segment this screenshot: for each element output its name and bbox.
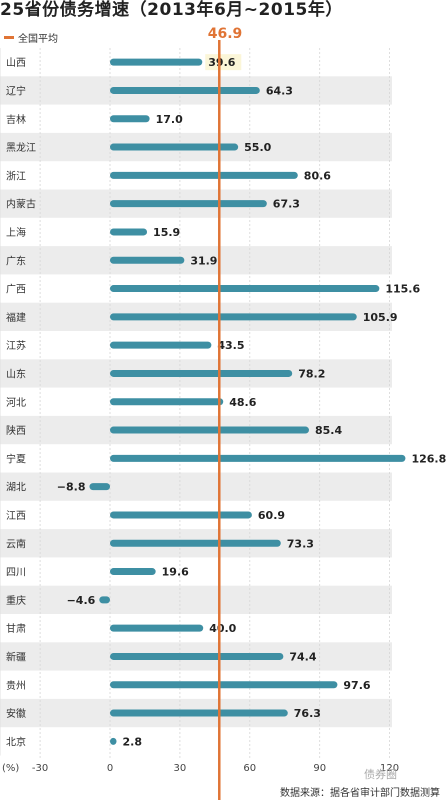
x-tick-label: 120 (380, 763, 399, 774)
value-label: 17.0 (156, 113, 183, 126)
category-label: 广东 (6, 254, 26, 267)
x-tick-label: 90 (313, 763, 326, 774)
category-label: 山西 (6, 57, 26, 69)
row-stripe (0, 585, 392, 614)
value-label: 31.9 (190, 254, 217, 267)
bar (110, 313, 357, 321)
category-label: 宁夏 (6, 452, 26, 465)
bar (110, 709, 288, 717)
category-label: 辽宁 (6, 84, 26, 97)
value-label: 2.8 (123, 735, 143, 748)
value-label: 126.8 (411, 452, 446, 465)
axis-unit-label: (%) (2, 763, 19, 774)
bar (110, 341, 212, 349)
category-label: 云南 (6, 537, 26, 550)
average-value-label: 46.9 (207, 26, 243, 42)
value-label: 85.4 (315, 424, 342, 437)
bar (110, 171, 298, 179)
category-label: 河北 (6, 397, 26, 409)
category-label: 吉林 (6, 113, 26, 126)
category-label: 浙江 (6, 170, 26, 182)
value-label: 60.9 (258, 509, 285, 522)
value-label: 97.6 (343, 679, 370, 692)
value-label: 55.0 (244, 141, 271, 154)
value-label: 15.9 (153, 226, 180, 239)
value-label: 48.6 (229, 396, 256, 409)
bar (110, 86, 260, 94)
value-label: −8.8 (57, 481, 86, 494)
category-label: 四川 (6, 568, 26, 579)
bar (110, 285, 380, 293)
bar (110, 737, 117, 745)
value-label: 76.3 (294, 707, 321, 720)
category-label: 内蒙古 (6, 198, 36, 211)
bar (110, 652, 284, 660)
category-label: 福建 (6, 311, 26, 324)
value-label: 105.9 (363, 311, 398, 324)
category-label: 重庆 (6, 594, 26, 607)
category-label: 上海 (6, 226, 26, 239)
value-label: −4.6 (67, 594, 96, 607)
x-tick-label: -30 (32, 763, 48, 774)
category-label: 山东 (6, 367, 26, 380)
category-label: 北京 (6, 735, 26, 748)
bar (110, 369, 293, 377)
x-tick-label: 0 (107, 763, 113, 774)
bar (110, 454, 406, 462)
value-label: 115.6 (385, 283, 420, 296)
legend: 全国平均 (4, 30, 58, 45)
value-label: 39.6 (208, 56, 235, 69)
bar (110, 568, 156, 576)
category-label: 安徽 (6, 707, 26, 720)
watermark-text: 债券圈 (364, 768, 397, 781)
legend-swatch (4, 35, 14, 39)
category-label: 黑龙江 (6, 141, 36, 154)
category-label: 甘肃 (6, 622, 26, 635)
data-source-note: 数据来源：据各省审计部门数据测算 (280, 788, 440, 799)
bar (110, 58, 203, 66)
category-label: 湖北 (6, 482, 26, 494)
value-label: 78.2 (298, 367, 325, 380)
category-label: 广西 (6, 284, 26, 296)
bar (110, 539, 281, 547)
row-stripe (0, 246, 392, 275)
category-label: 新疆 (6, 650, 26, 663)
bar (110, 115, 150, 123)
bar (110, 511, 252, 519)
bar (110, 398, 224, 406)
legend-label: 全国平均 (18, 33, 58, 45)
x-tick-label: 30 (174, 763, 187, 774)
bar (110, 228, 148, 236)
category-label: 江西 (6, 510, 26, 522)
value-label: 40.0 (209, 622, 236, 635)
bar (99, 596, 110, 604)
value-label: 73.3 (287, 537, 314, 550)
bar (110, 256, 185, 264)
bar (110, 624, 204, 632)
x-tick-label: 60 (243, 763, 256, 774)
chart-title: 25省份债务增速（2013年6月~2015年） (0, 0, 343, 20)
value-label: 64.3 (266, 84, 293, 97)
value-label-highlight (205, 54, 242, 71)
bar (110, 681, 338, 689)
value-label: 43.5 (217, 339, 244, 352)
bar (110, 143, 239, 151)
bar (110, 426, 309, 434)
value-label: 19.6 (162, 566, 189, 579)
bar (89, 483, 110, 491)
row-stripe (0, 472, 392, 501)
category-label: 江苏 (6, 339, 26, 352)
category-label: 陕西 (6, 424, 26, 437)
value-label: 67.3 (273, 198, 300, 211)
value-label: 74.4 (289, 650, 316, 663)
category-label: 贵州 (6, 679, 26, 692)
bar (110, 200, 267, 208)
value-label: 80.6 (304, 169, 331, 182)
